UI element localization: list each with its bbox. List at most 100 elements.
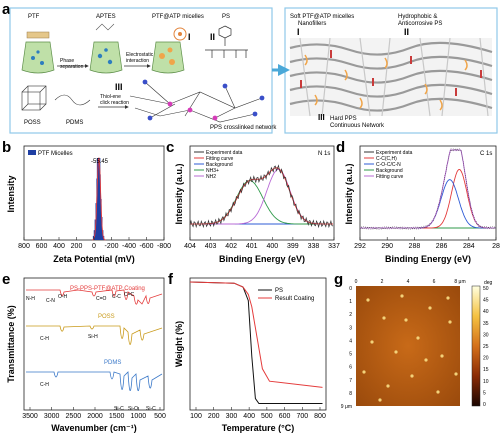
g-left-tick-label: 5 — [349, 352, 352, 358]
e-xtick-label: 3000 — [44, 413, 60, 420]
ftir-ann-5: C-C — [112, 294, 121, 300]
e-xtick-label: 1500 — [109, 413, 125, 420]
colorbar-tick-label: 30 — [483, 332, 489, 338]
g-left-tick-label: 4 — [349, 338, 352, 344]
panel-f-legend: PS Result Coating — [258, 288, 314, 302]
panel-g-label: g — [334, 271, 343, 288]
d-xtick-label: 284 — [463, 243, 475, 250]
ftir-ann-4: C=O — [96, 296, 107, 302]
ftir-ann-11: Si-O — [128, 406, 138, 412]
colorbar-tick-label: 45 — [483, 298, 489, 304]
beaker-1-icon — [21, 31, 55, 74]
afm-particle — [378, 398, 382, 402]
label-pdms: PDMS — [66, 120, 83, 126]
c-legend-label: Fitting curve — [206, 156, 233, 162]
c-experiment-line — [189, 164, 334, 229]
ftir-title-2: POSS — [98, 314, 115, 320]
panel-b-xticks: 800 600 400 200 0 -200 -400 -600 -800 — [18, 237, 171, 250]
d-xtick-label: 286 — [436, 243, 448, 250]
c-xtick-label: 404 — [184, 243, 196, 250]
network-node-dots — [142, 79, 265, 121]
e-xtick-label: 1000 — [131, 413, 147, 420]
panel-b-ylabel: Intensity — [6, 175, 16, 212]
b-xtick-label: -200 — [104, 243, 118, 250]
ftir-ann-6: C=C — [124, 292, 135, 298]
g-top-tick-label: 0 — [355, 279, 358, 285]
panel-f: f PS Result Coating 100 200 300 400 500 600 700… — [168, 271, 327, 433]
ftir-title-1: PS-PPS-PTF@ATP Coating — [70, 286, 145, 292]
afm-particle — [448, 320, 452, 324]
f-xtick-label: 800 — [314, 413, 326, 420]
e-xtick-label: 3500 — [22, 413, 38, 420]
g-top-tick-label: 8 μm — [454, 279, 465, 285]
panel-c-curves — [189, 164, 334, 229]
colorbar-tick-label: 25 — [483, 344, 489, 350]
network-mesh-icon — [289, 37, 493, 117]
roman-3: III — [115, 82, 123, 92]
pdms-chain-icon — [54, 94, 91, 106]
d-experiment-line — [359, 147, 496, 231]
g-left-tick-label: 9 μm — [341, 404, 352, 410]
afm-particle — [440, 354, 444, 358]
afm-particle — [394, 350, 398, 354]
panel-e: e PS-PPS-PTF@ATP Coating POSS PDMS N-H C… — [2, 271, 166, 433]
d-legend-label: Fitting curve — [376, 174, 403, 180]
g-left-tick-label: 0 — [349, 286, 352, 292]
panel-e-xticks: 3500 3000 2500 2000 1500 1000 500 — [22, 407, 166, 420]
right-label-hard-b: Continuous Network — [330, 123, 385, 129]
label-network: PPS crosslinked network — [210, 125, 277, 131]
g-left-tick-label: 2 — [349, 312, 352, 318]
colorbar-tick-label: 50 — [483, 286, 489, 292]
ftir-ann-10: Si-C — [114, 406, 124, 412]
afm-particle — [454, 372, 458, 376]
ftir-spectra — [26, 289, 163, 391]
b-xtick-label: 600 — [36, 243, 48, 250]
right-label-hydro-b: Anticorrosive PS — [398, 21, 442, 27]
beaker-2-icon — [89, 23, 123, 74]
panel-c-frame — [189, 145, 335, 241]
c-xtick-label: 401 — [246, 243, 258, 250]
c-legend-label: NH3+ — [206, 168, 219, 174]
g-top-tick-label: 2 — [381, 279, 384, 285]
e-xtick-label: 2000 — [87, 413, 103, 420]
ftir-ann-9: C-H — [40, 382, 49, 388]
panel-a: a PTF APTES PTF@ATP micelles PS Phase se… — [2, 1, 498, 134]
colorbar-tick-label: 40 — [483, 309, 489, 315]
label-aptes: APTES — [96, 14, 116, 20]
right-roman-1: I — [297, 27, 300, 37]
c-xtick-label: 403 — [205, 243, 217, 250]
right-label-hydro: Hydrophobic & — [398, 14, 437, 20]
b-xtick-label: 800 — [18, 243, 30, 250]
f-xtick-label: 300 — [226, 413, 238, 420]
panel-f-xticks: 100 200 300 400 500 600 700 800 — [190, 407, 326, 420]
ftir-ann-1: N-H — [26, 296, 35, 302]
colorbar-tick-label: 0 — [483, 402, 486, 408]
g-left-tick-label: 6 — [349, 365, 352, 371]
legend-ptf: PTF Micelles — [38, 151, 73, 157]
b-xtick-label: -600 — [139, 243, 153, 250]
d-legend-label: Background — [376, 168, 403, 174]
afm-particle — [362, 370, 366, 374]
f-xtick-label: 700 — [296, 413, 308, 420]
ftir-title-3: PDMS — [104, 360, 121, 366]
afm-particle — [370, 340, 374, 344]
g-top-tick-label: 4 — [407, 279, 410, 285]
ps-chain-icon — [205, 25, 248, 58]
label-ps: PS — [222, 14, 230, 20]
b-xtick-label: 200 — [71, 243, 83, 250]
ftir-ann-12: Si-C — [146, 406, 156, 412]
panel-d-corner: C 1s — [480, 151, 492, 157]
g-left-tick-label: 3 — [349, 325, 352, 331]
d-xtick-label: 28 — [492, 243, 500, 250]
label-ptf: PTF — [28, 14, 40, 20]
afm-particle — [410, 374, 414, 378]
panel-c-ylabel: Intensity (a.u.) — [174, 163, 184, 224]
d-xtick-label: 290 — [381, 243, 393, 250]
f-xtick-label: 200 — [208, 413, 220, 420]
g-left-tick-label: 7 — [349, 378, 352, 384]
label-step1: Phase — [60, 58, 74, 64]
label-step2-b: interaction — [126, 58, 149, 64]
f-xtick-label: 600 — [279, 413, 291, 420]
afm-particle — [386, 384, 390, 388]
